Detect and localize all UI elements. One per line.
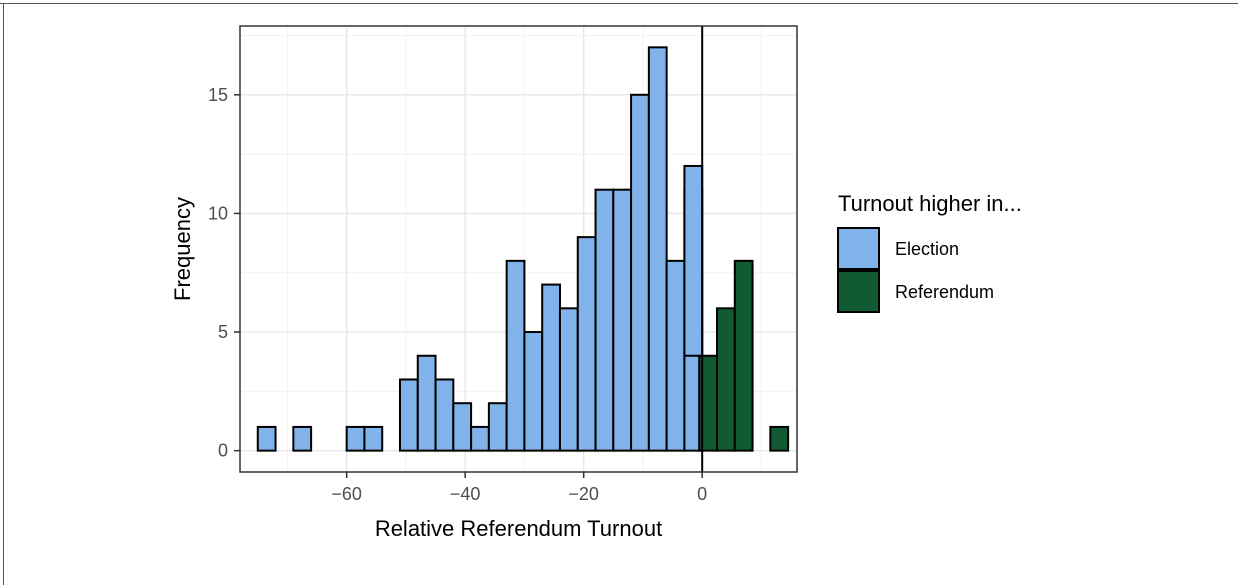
bar-election bbox=[505, 259, 526, 452]
bar-election bbox=[612, 188, 633, 452]
bar-referendum bbox=[769, 425, 790, 452]
y-tick-label: 5 bbox=[218, 322, 228, 342]
left-border bbox=[3, 3, 4, 585]
x-axis-ticks: −60 −40 −20 0 bbox=[331, 472, 707, 504]
plot-panel-border bbox=[239, 25, 798, 473]
bar-election bbox=[558, 307, 579, 452]
y-tick-label: 10 bbox=[208, 203, 228, 223]
y-axis-label: Frequency bbox=[170, 197, 195, 301]
bar-election bbox=[452, 402, 473, 452]
bar-referendum bbox=[716, 307, 736, 452]
bar-election bbox=[541, 283, 561, 452]
bar-election-upper bbox=[683, 164, 704, 357]
top-border bbox=[0, 3, 1238, 4]
y-tick-label: 0 bbox=[218, 441, 228, 461]
bar-election bbox=[647, 46, 668, 452]
x-tick-label: −20 bbox=[568, 484, 599, 504]
bar-election bbox=[470, 425, 490, 452]
y-tick-label: 15 bbox=[208, 85, 228, 105]
x-axis-label: Relative Referendum Turnout bbox=[375, 516, 662, 541]
bar-election bbox=[363, 425, 384, 452]
bar-election bbox=[416, 354, 437, 452]
x-tick-label: −60 bbox=[331, 484, 362, 504]
bar-election bbox=[434, 378, 455, 452]
x-tick-label: −40 bbox=[450, 484, 481, 504]
legend-label-election: Election bbox=[895, 239, 959, 259]
legend-key-referendum bbox=[837, 270, 880, 313]
bar-election bbox=[576, 236, 597, 452]
bar-election bbox=[292, 425, 313, 452]
legend-label-referendum: Referendum bbox=[895, 282, 994, 302]
bar-election bbox=[665, 259, 686, 452]
bars bbox=[256, 46, 790, 452]
bar-election bbox=[487, 402, 508, 452]
bar-election bbox=[345, 425, 366, 452]
legend-key-election bbox=[837, 227, 880, 270]
bar-referendum bbox=[733, 259, 754, 452]
y-axis-ticks: 0 5 10 15 bbox=[208, 85, 240, 461]
bar-election bbox=[523, 331, 544, 452]
bar-election bbox=[594, 188, 615, 452]
bar-election bbox=[398, 378, 419, 452]
legend-title: Turnout higher in... bbox=[838, 191, 1022, 216]
legend: Turnout higher in... Election Referendum bbox=[837, 191, 1022, 313]
bar-election bbox=[256, 425, 277, 452]
bar-election bbox=[630, 93, 650, 452]
x-tick-label: 0 bbox=[697, 484, 707, 504]
